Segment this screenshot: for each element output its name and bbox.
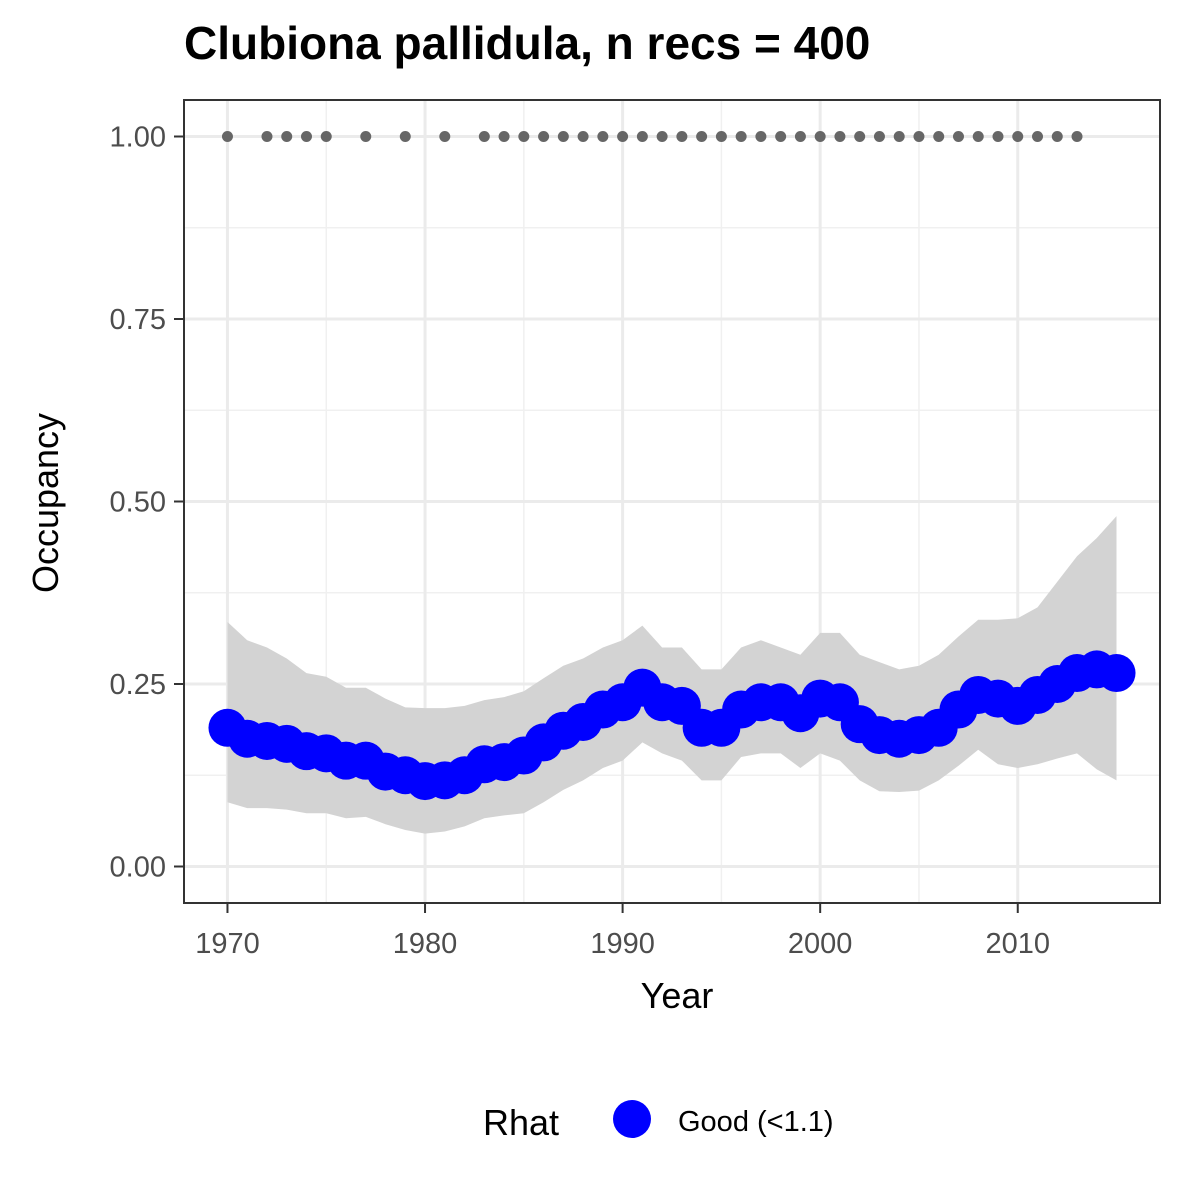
- x-tick-label: 2000: [788, 928, 853, 960]
- record-year-dot: [399, 131, 411, 142]
- record-year-dot: [221, 131, 233, 142]
- record-year-dot: [1051, 131, 1063, 142]
- record-year-dot: [1071, 131, 1083, 142]
- x-tick-label: 2010: [985, 928, 1050, 960]
- confidence-band: [227, 516, 1117, 834]
- record-year-dot: [478, 131, 490, 142]
- record-year-dot: [1012, 131, 1024, 142]
- record-year-dot: [656, 131, 668, 142]
- record-year-dot: [557, 131, 569, 142]
- y-tick-label: 0.50: [110, 487, 166, 519]
- record-year-dot: [854, 131, 866, 142]
- y-tick-label: 0.00: [110, 852, 166, 884]
- record-year-dot: [933, 131, 945, 142]
- record-year-dot: [261, 131, 273, 142]
- record-year-layer: [221, 131, 1083, 142]
- legend-label-good: Good (<1.1): [678, 1106, 834, 1138]
- record-year-dot: [636, 131, 648, 142]
- record-year-dot: [281, 131, 293, 142]
- record-year-dot: [735, 131, 747, 142]
- x-tick-label: 1980: [393, 928, 458, 960]
- record-year-dot: [300, 131, 312, 142]
- record-year-dot: [972, 131, 984, 142]
- record-year-dot: [360, 131, 372, 142]
- x-axis-title: Year: [641, 975, 714, 1016]
- record-year-dot: [755, 131, 767, 142]
- legend: Rhat Good (<1.1): [483, 1100, 834, 1143]
- record-year-dot: [518, 131, 530, 142]
- record-year-dot: [992, 131, 1004, 142]
- record-year-dot: [617, 131, 629, 142]
- y-tick-label: 0.25: [110, 669, 166, 701]
- x-tick-label: 1990: [590, 928, 655, 960]
- record-year-dot: [893, 131, 905, 142]
- x-tick-label: 1970: [195, 928, 260, 960]
- axes: 0.00 0.25 0.50 0.75 1.00 1970 1980 1990 2000 2010: [110, 122, 1050, 961]
- record-year-dot: [814, 131, 826, 142]
- record-year-dot: [715, 131, 727, 142]
- y-axis-title: Occupancy: [25, 413, 66, 593]
- trend-line-layer: [208, 650, 1136, 801]
- record-year-dot: [320, 131, 332, 142]
- y-tick-label: 1.00: [110, 122, 166, 154]
- record-year-dot: [913, 131, 925, 142]
- chart-title: Clubiona pallidula, n recs = 400: [184, 17, 871, 69]
- y-tick-label: 0.75: [110, 304, 166, 336]
- record-year-dot: [597, 131, 609, 142]
- confidence-band-layer: [227, 516, 1117, 834]
- legend-title: Rhat: [483, 1102, 559, 1143]
- record-year-dot: [538, 131, 550, 142]
- record-year-dot: [676, 131, 688, 142]
- trend-point: [1097, 654, 1136, 693]
- legend-key-good: [613, 1100, 651, 1138]
- record-year-dot: [775, 131, 787, 142]
- record-year-dot: [577, 131, 589, 142]
- record-year-dot: [952, 131, 964, 142]
- record-year-dot: [834, 131, 846, 142]
- record-year-dot: [439, 131, 451, 142]
- record-year-dot: [696, 131, 708, 142]
- record-year-dot: [1032, 131, 1044, 142]
- record-year-dot: [873, 131, 885, 142]
- record-year-dot: [794, 131, 806, 142]
- record-year-dot: [498, 131, 510, 142]
